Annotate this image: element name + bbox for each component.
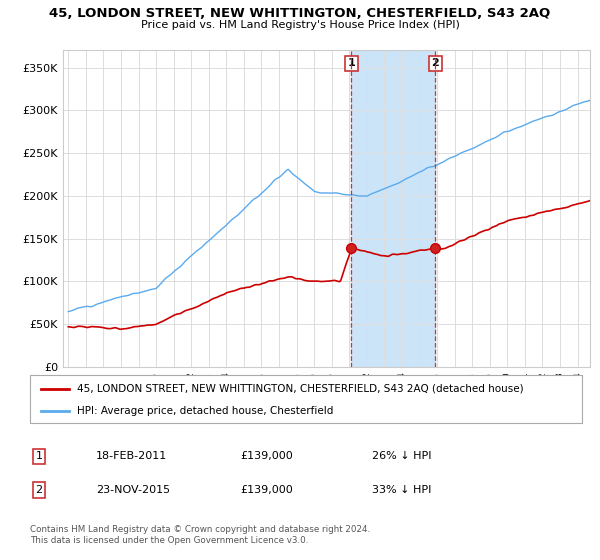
Text: 18-FEB-2011: 18-FEB-2011: [96, 451, 167, 461]
Text: Price paid vs. HM Land Registry's House Price Index (HPI): Price paid vs. HM Land Registry's House …: [140, 20, 460, 30]
Text: 2: 2: [431, 58, 439, 68]
Text: 26% ↓ HPI: 26% ↓ HPI: [372, 451, 431, 461]
Text: 45, LONDON STREET, NEW WHITTINGTON, CHESTERFIELD, S43 2AQ: 45, LONDON STREET, NEW WHITTINGTON, CHES…: [49, 7, 551, 20]
Bar: [352, 50, 435, 367]
Text: 23-NOV-2015: 23-NOV-2015: [96, 485, 170, 495]
Text: 2: 2: [35, 485, 43, 495]
Text: 45, LONDON STREET, NEW WHITTINGTON, CHESTERFIELD, S43 2AQ (detached house): 45, LONDON STREET, NEW WHITTINGTON, CHES…: [77, 384, 524, 394]
Text: 1: 1: [35, 451, 43, 461]
Text: £139,000: £139,000: [240, 451, 293, 461]
Text: £139,000: £139,000: [240, 485, 293, 495]
Text: 33% ↓ HPI: 33% ↓ HPI: [372, 485, 431, 495]
Text: Contains HM Land Registry data © Crown copyright and database right 2024.
This d: Contains HM Land Registry data © Crown c…: [30, 525, 370, 545]
Text: 1: 1: [347, 58, 355, 68]
Text: HPI: Average price, detached house, Chesterfield: HPI: Average price, detached house, Ches…: [77, 406, 333, 416]
